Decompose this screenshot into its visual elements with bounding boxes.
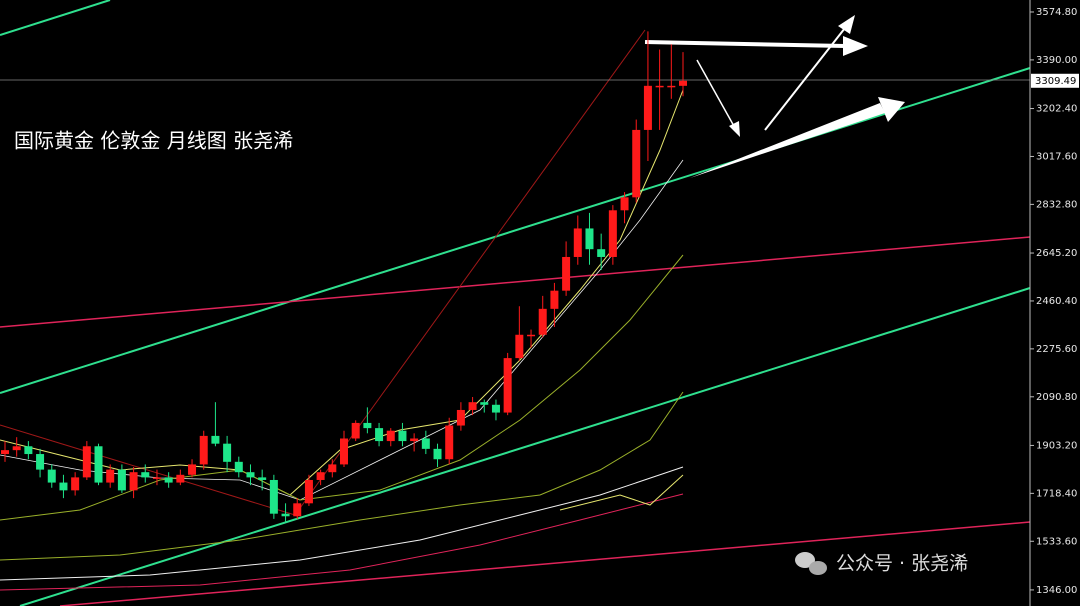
y-tick-label: 2090.80 (1036, 392, 1077, 403)
candle-body (538, 308, 547, 335)
candle-body (597, 249, 606, 257)
candle-body (608, 210, 617, 257)
y-tick-label: 3574.80 (1036, 7, 1077, 18)
candle-body (152, 477, 161, 479)
candle-body (340, 438, 348, 465)
candle-body (47, 469, 56, 483)
candle-body (480, 402, 489, 405)
candle-body (24, 446, 33, 455)
candle-body (468, 402, 477, 410)
candle-body (304, 479, 313, 504)
candle-body (421, 438, 430, 449)
y-tick-label: 1718.40 (1036, 488, 1077, 499)
candle-body (456, 409, 465, 426)
last-price-box (1031, 73, 1079, 88)
candle-body (679, 80, 687, 86)
candle-body (12, 446, 21, 451)
last-price-label: 3309.49 (1035, 76, 1076, 87)
watermark: 公众号 · 张尧浠 (836, 553, 968, 575)
candle-body (293, 503, 302, 517)
candle-body (445, 425, 454, 460)
candle-body (199, 435, 208, 465)
y-tick-label: 1533.60 (1036, 536, 1077, 547)
candle-body (585, 228, 594, 250)
candle-body (234, 461, 243, 473)
candle-body (503, 358, 512, 413)
candle-body (176, 474, 185, 483)
candle-body (643, 85, 652, 130)
candle-body (246, 472, 255, 478)
candle-body (316, 472, 325, 480)
arrows (644, 15, 905, 178)
candle-body (667, 85, 676, 88)
candle-body (527, 334, 536, 337)
y-tick-label: 2460.40 (1036, 296, 1077, 307)
chart-title: 国际黄金 伦敦金 月线图 张尧浠 (14, 129, 293, 153)
y-tick-label: 1346.00 (1036, 585, 1077, 596)
candle-body (82, 446, 91, 478)
candle-body (620, 197, 629, 211)
trend-lines (0, 0, 1031, 606)
candle-body (351, 422, 360, 439)
candle-body (281, 513, 290, 517)
y-tick-label: 3202.40 (1036, 104, 1077, 115)
candle-body (106, 469, 115, 483)
candle-body (491, 404, 500, 413)
y-tick-label: 3390.00 (1036, 55, 1077, 66)
candle-body (1, 450, 9, 455)
candle-body (550, 290, 559, 309)
y-tick-label: 2275.60 (1036, 344, 1077, 355)
candle-body (562, 256, 571, 291)
candle-body (223, 443, 232, 462)
candle-body (269, 479, 278, 514)
candle-body (328, 464, 337, 473)
candle-body (258, 477, 267, 480)
y-tick-label: 2832.80 (1036, 199, 1077, 210)
candle-body (632, 129, 641, 198)
candle-body (94, 446, 103, 483)
candle-body (117, 469, 126, 491)
candle-body (71, 477, 80, 491)
y-tick-label: 1903.20 (1036, 440, 1077, 451)
candle-body (398, 430, 407, 442)
candle-body (515, 334, 524, 359)
candle-body (410, 438, 419, 442)
candle-body (375, 428, 384, 442)
candle-body (573, 228, 582, 257)
candle-body (164, 477, 173, 483)
candle-body (363, 422, 372, 429)
candle-body (211, 435, 220, 444)
watermark-icon (795, 552, 827, 575)
candle-body (386, 430, 395, 442)
candle-body (655, 85, 664, 88)
candle-body (59, 482, 68, 491)
candle-body (141, 472, 150, 478)
y-tick-label: 3017.60 (1036, 151, 1077, 162)
candle-body (433, 448, 442, 460)
candle-body (129, 472, 138, 491)
candle-body (188, 464, 197, 475)
y-tick-label: 2645.20 (1036, 248, 1077, 259)
candle-body (36, 454, 45, 470)
